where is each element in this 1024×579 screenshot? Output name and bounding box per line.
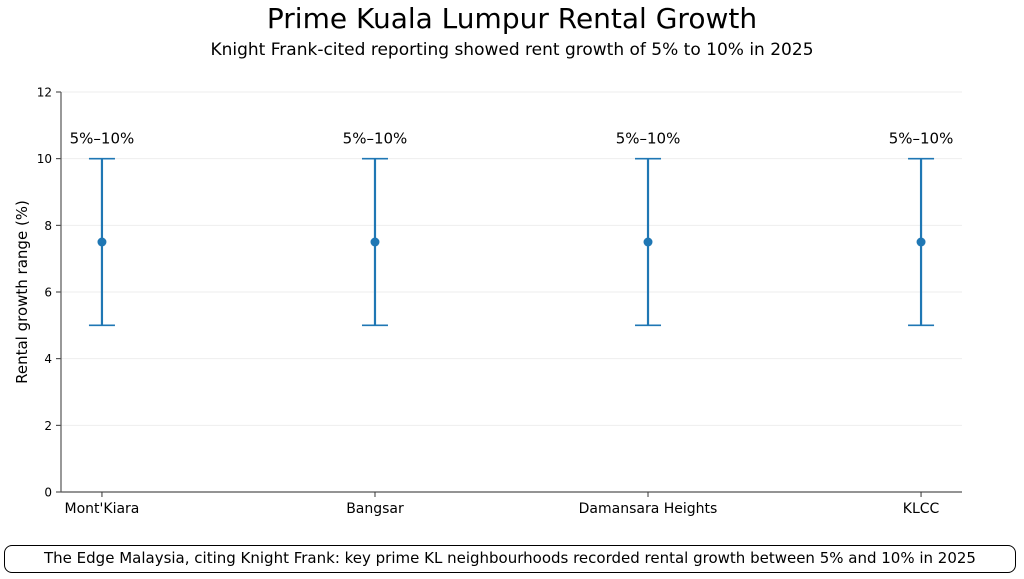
x-tick-label: Bangsar	[346, 501, 404, 517]
y-tick-label: 12	[37, 86, 52, 100]
midpoint-marker	[643, 237, 653, 247]
range-label: 5%–10%	[889, 130, 954, 148]
y-tick-label: 6	[44, 286, 52, 300]
range-label: 5%–10%	[70, 130, 135, 148]
midpoint-marker	[370, 237, 380, 247]
source-caption: The Edge Malaysia, citing Knight Frank: …	[4, 545, 1016, 573]
y-tick-label: 8	[44, 219, 52, 233]
x-tick-label: Damansara Heights	[579, 501, 718, 517]
range-label: 5%–10%	[616, 130, 681, 148]
y-tick-label: 4	[44, 352, 52, 366]
midpoint-marker	[916, 237, 926, 247]
y-axis-label: Rental growth range (%)	[13, 200, 31, 384]
x-tick-label: Mont'Kiara	[65, 501, 140, 517]
range-label: 5%–10%	[343, 130, 408, 148]
y-tick-label: 0	[44, 486, 52, 500]
y-tick-label: 10	[37, 152, 52, 166]
y-tick-label: 2	[44, 419, 52, 433]
chart-subtitle: Knight Frank-cited reporting showed rent…	[210, 40, 814, 60]
chart-title: Prime Kuala Lumpur Rental Growth	[266, 2, 758, 35]
midpoint-marker	[97, 237, 107, 247]
x-tick-label: KLCC	[903, 501, 940, 517]
